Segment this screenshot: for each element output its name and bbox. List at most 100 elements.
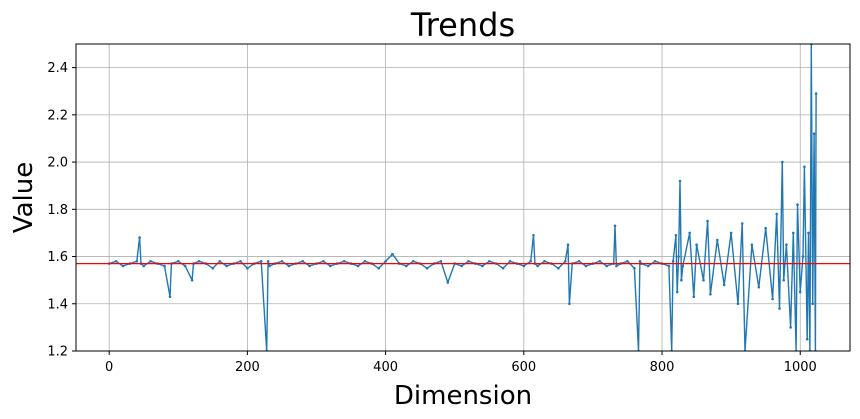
data-point (384, 260, 387, 263)
data-point (405, 264, 408, 268)
data-point (114, 260, 118, 263)
data-point (584, 264, 588, 268)
data-point (706, 219, 709, 223)
data-point (246, 267, 249, 270)
data-point (268, 264, 271, 268)
data-point (501, 267, 505, 270)
data-point (211, 267, 215, 270)
data-point (716, 238, 719, 242)
data-point (778, 307, 781, 310)
data-point (805, 337, 809, 341)
data-point (508, 260, 512, 263)
y-tick-label: 1.4 (47, 297, 68, 312)
chart-title: Trends (410, 6, 515, 44)
data-point (781, 160, 784, 164)
data-point (796, 203, 799, 206)
data-point (626, 260, 629, 263)
data-point (225, 264, 228, 268)
plot-frame (75, 43, 851, 352)
data-point (557, 267, 560, 270)
x-tick-label: 200 (235, 360, 260, 375)
data-point (356, 264, 360, 268)
data-point (598, 260, 602, 263)
data-point (308, 264, 311, 268)
data-point (633, 267, 636, 270)
data-point (564, 260, 567, 263)
data-point (197, 260, 201, 263)
data-point (709, 293, 712, 296)
y-tick-label: 1.8 (47, 203, 68, 218)
data-point (218, 260, 221, 263)
data-point (807, 231, 810, 235)
data-point (605, 264, 608, 268)
data-point (792, 231, 795, 235)
data-point (757, 285, 761, 289)
data-point (681, 264, 685, 268)
data-point (702, 278, 705, 282)
y-axis-ticks: 1.2 1.4 1.6 1.8 2.0 2.2 2.4 (47, 61, 76, 360)
data-point (259, 260, 263, 263)
data-point (280, 260, 284, 263)
data-point (736, 302, 740, 306)
data-point (363, 260, 367, 263)
data-point (688, 231, 691, 235)
data-point (342, 260, 346, 263)
data-point (301, 260, 305, 263)
data-point (801, 255, 805, 258)
data-point (677, 255, 680, 258)
data-point (782, 278, 785, 282)
data-point (667, 264, 671, 268)
data-point (729, 231, 733, 235)
y-tick-label: 2.2 (47, 108, 68, 123)
data-point (532, 234, 535, 237)
data-point (287, 264, 291, 268)
data-point (460, 264, 463, 268)
data-point (566, 243, 570, 246)
data-point (322, 260, 325, 263)
data-point (646, 264, 650, 268)
x-tick-label: 0 (105, 360, 113, 375)
data-point (467, 260, 470, 263)
data-point (675, 290, 679, 294)
x-tick-label: 400 (373, 360, 398, 375)
data-point (638, 260, 642, 263)
data-point (266, 260, 270, 263)
data-point (613, 224, 617, 228)
data-point (481, 264, 484, 268)
data-point (439, 260, 443, 263)
data-point (135, 260, 139, 263)
data-point (183, 264, 187, 268)
data-point (149, 260, 152, 263)
data-point (750, 243, 754, 246)
data-point (177, 260, 180, 263)
data-point (411, 260, 415, 263)
data-point (329, 264, 332, 268)
data-point (653, 260, 657, 263)
data-point (740, 222, 744, 225)
data-point (377, 267, 381, 270)
data-point (529, 260, 532, 263)
data-point (680, 278, 683, 282)
data-point (671, 260, 675, 263)
data-point (814, 92, 818, 95)
data-point (425, 267, 429, 270)
data-point (536, 264, 539, 268)
data-point (446, 281, 450, 284)
y-tick-label: 1.6 (47, 250, 68, 265)
data-point (775, 212, 778, 216)
data-point (163, 264, 166, 268)
data-point (798, 290, 802, 294)
data-point (577, 260, 581, 263)
data-point (543, 260, 546, 263)
data-point (190, 278, 194, 282)
data-point (568, 302, 571, 306)
data-point (678, 179, 682, 183)
data-point (812, 132, 816, 135)
series-line (108, 44, 817, 351)
data-point (674, 234, 678, 237)
x-tick-label: 600 (511, 360, 536, 375)
data-point (692, 295, 696, 299)
x-axis-label: Dimension (394, 381, 532, 411)
data-point (785, 243, 788, 246)
